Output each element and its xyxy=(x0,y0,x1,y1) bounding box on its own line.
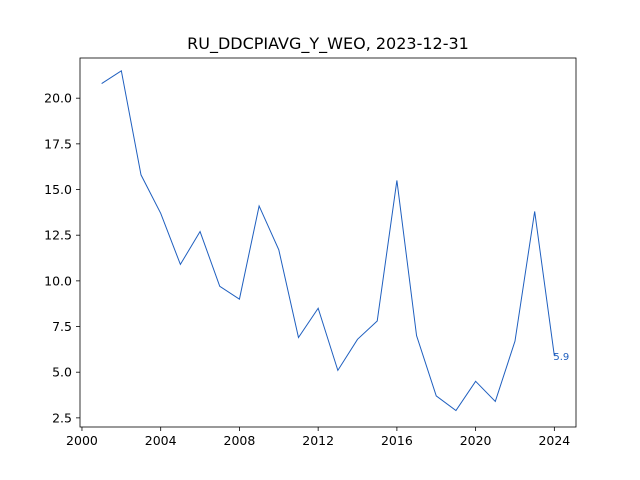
y-tick-label: 2.5 xyxy=(52,410,72,425)
last-value-label: 5.9 xyxy=(553,352,569,363)
x-tick-label: 2020 xyxy=(460,433,492,448)
y-tick-label: 12.5 xyxy=(44,228,72,243)
x-tick-label: 2012 xyxy=(302,433,334,448)
x-tick-label: 2000 xyxy=(66,433,98,448)
y-tick-label: 5.0 xyxy=(52,365,72,380)
x-tick-label: 2016 xyxy=(381,433,413,448)
x-tick-label: 2004 xyxy=(145,433,177,448)
plot-area: 2000 2004 2008 2012 2016 2020 2024 2.5 5.0 7.5 10.… xyxy=(44,57,577,448)
y-tick-label: 17.5 xyxy=(44,136,72,151)
x-tick-label: 2008 xyxy=(224,433,256,448)
y-tick-label: 10.0 xyxy=(44,273,72,288)
y-tick-label: 15.0 xyxy=(44,182,72,197)
chart-title: RU_DDCPIAVG_Y_WEO, 2023-12-31 xyxy=(187,34,469,54)
y-tick-label: 20.0 xyxy=(44,91,72,106)
series-line xyxy=(101,69,555,412)
x-tick-label: 2024 xyxy=(538,433,570,448)
plot-frame xyxy=(79,57,577,428)
y-tick-label: 7.5 xyxy=(52,319,72,334)
